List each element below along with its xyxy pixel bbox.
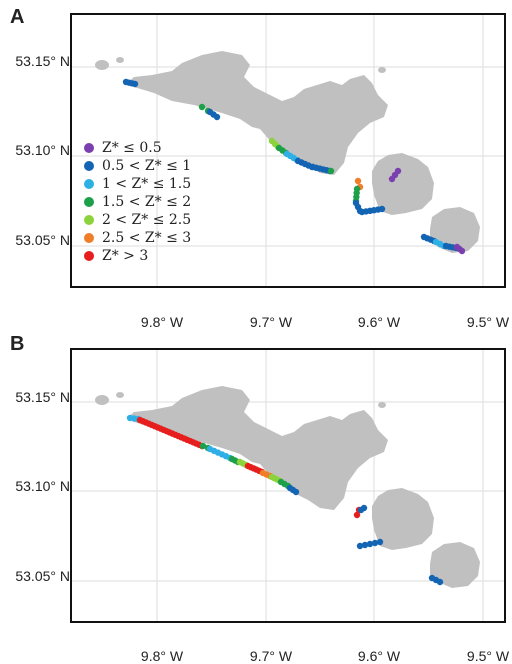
z-score-legend: Z* ≤ 0.5 0.5 < Z* ≤ 1 1 < Z* ≤ 1.5 1.5 <… bbox=[84, 139, 191, 265]
site-marker bbox=[353, 511, 361, 519]
island-inishmaan bbox=[372, 153, 434, 215]
site-marker bbox=[360, 504, 368, 512]
legend-label: 1.5 < Z* ≤ 2 bbox=[102, 194, 192, 210]
legend-label: 2 < Z* ≤ 2.5 bbox=[102, 212, 192, 228]
site-marker bbox=[198, 103, 206, 111]
islet bbox=[359, 122, 365, 128]
map-panel-b bbox=[70, 348, 506, 623]
island-inishmaan bbox=[372, 488, 434, 550]
legend-item: 0.5 < Z* ≤ 1 bbox=[84, 157, 191, 175]
site-marker bbox=[356, 542, 364, 550]
lat-label-b-53-10: 53.10° N bbox=[15, 478, 70, 494]
lon-label-a-9-7: 9.7° W bbox=[249, 314, 293, 330]
map-a-canvas bbox=[72, 15, 504, 286]
site-marker bbox=[366, 540, 374, 548]
island-inisheer bbox=[430, 542, 480, 588]
islet bbox=[378, 402, 386, 408]
site-marker bbox=[199, 442, 207, 450]
site-marker bbox=[371, 539, 379, 547]
panel-b-label: B bbox=[10, 333, 25, 355]
site-marker bbox=[327, 167, 335, 175]
islet bbox=[95, 395, 109, 405]
legend-item: Z* ≤ 0.5 bbox=[84, 139, 191, 157]
map-panel-a bbox=[70, 13, 506, 288]
lon-label-b-9-5: 9.5° W bbox=[466, 648, 510, 664]
site-marker bbox=[436, 578, 444, 586]
legend-swatch bbox=[84, 251, 94, 261]
island-inisheer bbox=[430, 207, 480, 253]
legend-label: 1 < Z* ≤ 1.5 bbox=[102, 176, 192, 192]
lon-label-a-9-5: 9.5° W bbox=[466, 314, 510, 330]
islet bbox=[116, 392, 124, 398]
lat-label-a-53-10: 53.10° N bbox=[15, 142, 70, 158]
island-inishmore bbox=[127, 386, 388, 510]
islet bbox=[378, 67, 386, 73]
legend-swatch bbox=[84, 179, 94, 189]
map-b-canvas bbox=[72, 350, 504, 621]
legend-label: Z* ≤ 0.5 bbox=[102, 140, 162, 156]
legend-label: Z* > 3 bbox=[102, 248, 149, 264]
legend-item: 2.5 < Z* ≤ 3 bbox=[84, 229, 191, 247]
island-inishmore bbox=[127, 51, 388, 175]
legend-item: 1 < Z* ≤ 1.5 bbox=[84, 175, 191, 193]
legend-swatch bbox=[84, 143, 94, 153]
lat-label-a-53-05: 53.05° N bbox=[15, 232, 70, 248]
legend-item: Z* > 3 bbox=[84, 247, 191, 265]
lon-label-a-9-8: 9.8° W bbox=[140, 314, 184, 330]
lon-label-b-9-8: 9.8° W bbox=[140, 648, 184, 664]
legend-swatch bbox=[84, 215, 94, 225]
site-marker bbox=[361, 541, 369, 549]
islet bbox=[359, 457, 365, 463]
legend-item: 2 < Z* ≤ 2.5 bbox=[84, 211, 191, 229]
site-marker bbox=[376, 538, 384, 546]
site-marker bbox=[131, 80, 139, 88]
site-marker bbox=[213, 113, 221, 121]
legend-swatch bbox=[84, 233, 94, 243]
site-marker bbox=[458, 247, 466, 255]
legend-item: 1.5 < Z* ≤ 2 bbox=[84, 193, 191, 211]
panel-a-label: A bbox=[10, 6, 25, 28]
lat-label-b-53-05: 53.05° N bbox=[15, 568, 70, 584]
legend-label: 0.5 < Z* ≤ 1 bbox=[102, 158, 192, 174]
site-marker bbox=[354, 177, 362, 185]
islet bbox=[95, 60, 109, 70]
legend-swatch bbox=[84, 161, 94, 171]
lat-label-a-53-15: 53.15° N bbox=[15, 53, 70, 69]
site-marker bbox=[378, 205, 386, 213]
legend-swatch bbox=[84, 197, 94, 207]
lon-label-a-9-6: 9.6° W bbox=[357, 314, 401, 330]
site-marker bbox=[388, 175, 396, 183]
lon-label-b-9-7: 9.7° W bbox=[249, 648, 293, 664]
islet bbox=[116, 57, 124, 63]
lon-label-b-9-6: 9.6° W bbox=[357, 648, 401, 664]
site-marker bbox=[292, 488, 300, 496]
lat-label-b-53-15: 53.15° N bbox=[15, 389, 70, 405]
legend-label: 2.5 < Z* ≤ 3 bbox=[102, 230, 192, 246]
